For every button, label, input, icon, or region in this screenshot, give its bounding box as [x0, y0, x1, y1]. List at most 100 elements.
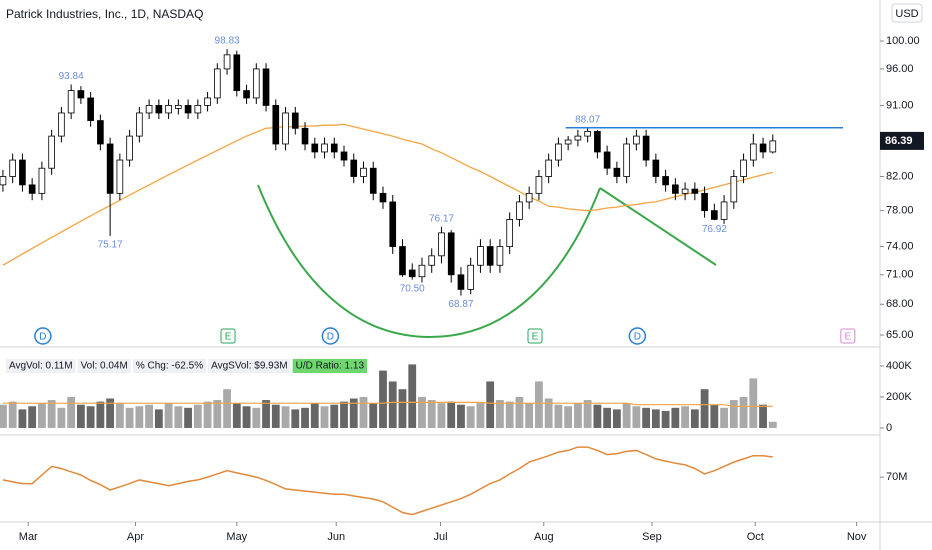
candle-body [48, 135, 55, 169]
event-marker [321, 327, 340, 345]
volume-bar [193, 404, 202, 428]
candle-body [447, 232, 455, 276]
y-tick-label: 82.00 [886, 170, 914, 182]
price-annotation: 68.87 [448, 299, 473, 310]
candle-body [408, 269, 416, 278]
candle-body [262, 68, 270, 106]
volume-bar [388, 381, 397, 428]
volume-bar [28, 406, 37, 428]
volume-bar [174, 406, 183, 428]
volume-bar [38, 403, 46, 428]
volume-tick-label: 200K [886, 391, 912, 403]
volume-bar [340, 401, 348, 428]
volume-bar [0, 404, 7, 428]
volume-bar [437, 403, 446, 428]
volume-bar [476, 403, 485, 428]
candle-body [438, 232, 445, 257]
volume-legend-text: Vol: 0.04M [81, 361, 128, 372]
volume-bar [359, 396, 368, 428]
x-tick-label: Jul [433, 531, 447, 543]
chart-title: Patrick Industries, Inc., 1D, NASDAQ [6, 7, 203, 21]
currency-button[interactable] [891, 3, 923, 23]
volume-legend-item: % Chg: -62.5% [132, 359, 207, 373]
volume-bar [651, 409, 660, 428]
candle-body [769, 140, 777, 153]
volume-bar [593, 404, 602, 428]
y-tick-label: 78.00 [886, 205, 914, 217]
volume-legend-text: AvgSVol: $9.93M [211, 361, 288, 372]
candle-body [525, 192, 533, 203]
candle-body [506, 219, 514, 247]
candle-body [58, 112, 65, 137]
candle-body [369, 167, 377, 194]
volume-bar [271, 404, 280, 428]
price-annotation: 93.84 [59, 71, 84, 82]
candle-body [516, 201, 523, 220]
volume-legend-box [77, 359, 131, 373]
volume-bar [505, 401, 514, 428]
volume-average [2, 401, 773, 407]
volume-bar [125, 407, 134, 428]
volume-bar [310, 403, 319, 428]
event-label: E [225, 332, 232, 343]
volume-bar [544, 398, 553, 428]
candle-body [389, 201, 397, 247]
y-tick-label: 74.00 [886, 240, 914, 252]
candle-body [740, 159, 747, 177]
volume-legend-item: AvgSVol: $9.93M [208, 359, 291, 373]
volume-bar [671, 407, 680, 428]
volume-bar [466, 406, 475, 428]
volume-bar [398, 389, 407, 428]
candle-body [311, 143, 319, 153]
candle-body [662, 176, 669, 186]
volume-bar [291, 409, 300, 428]
candle-body [126, 135, 133, 161]
candle-body [360, 167, 367, 177]
candle-body [175, 105, 182, 109]
volume-bar [369, 403, 378, 428]
price-annotation: 98.83 [215, 36, 240, 47]
candle-body [672, 184, 679, 194]
candle-body [223, 54, 231, 70]
candle-body [136, 112, 143, 137]
x-tick-label: Oct [747, 531, 764, 543]
candle-body [77, 90, 85, 99]
candle-body [282, 112, 289, 145]
volume-bar [8, 401, 17, 428]
candle-body [691, 188, 699, 194]
event-label: D [327, 332, 334, 343]
candle-body [418, 264, 426, 278]
candle-body [116, 159, 124, 194]
candle-body [749, 143, 757, 161]
y-tick-label: 71.00 [886, 269, 914, 281]
volume-bar [710, 404, 719, 428]
candle-body [145, 105, 153, 114]
volume-bar [301, 407, 309, 428]
candle-body [204, 97, 211, 106]
candle-body [496, 246, 504, 266]
volume-bar [18, 409, 27, 428]
x-tick-label: Apr [127, 531, 144, 543]
x-tick-label: Jun [327, 531, 345, 543]
event-label: E [845, 332, 852, 343]
volume-bar [612, 409, 621, 428]
price-annotation: 75.17 [98, 239, 123, 250]
volume-bar [232, 403, 241, 428]
candle-body [574, 135, 582, 141]
volume-tick-label: 0 [886, 422, 892, 434]
price-tag-label: 86.39 [885, 135, 913, 147]
candle-body [467, 264, 475, 290]
volume-legend-box [292, 359, 368, 373]
candle-body [642, 135, 650, 161]
y-tick-label: 96.00 [886, 63, 914, 75]
candle-body [399, 246, 406, 276]
volume-bar [729, 400, 738, 428]
candle-body [623, 143, 630, 177]
candle-body [194, 105, 202, 114]
price-annotation: 76.17 [429, 213, 454, 224]
candle-body [457, 274, 465, 290]
candle-body [555, 143, 562, 161]
currency-label[interactable]: USD [895, 8, 918, 20]
